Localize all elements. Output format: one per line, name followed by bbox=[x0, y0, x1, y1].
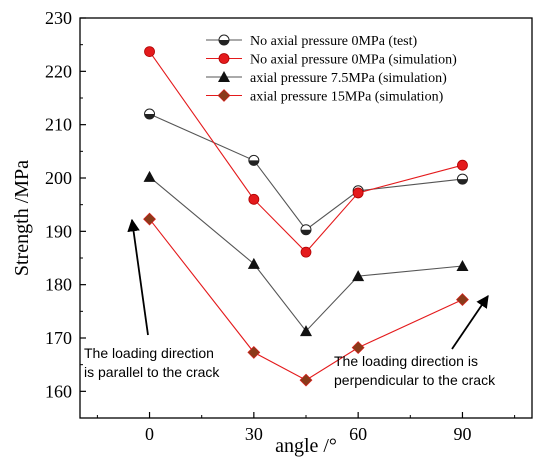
series-4-point bbox=[299, 373, 313, 387]
series-3-point bbox=[247, 257, 260, 269]
series-4 bbox=[143, 212, 469, 387]
y-tick-label: 160 bbox=[45, 381, 72, 401]
series-1-point-fill bbox=[144, 114, 155, 120]
series-4-point bbox=[247, 345, 261, 359]
y-tick-label: 210 bbox=[45, 115, 72, 135]
series-2-point bbox=[300, 246, 312, 258]
annotation-2-line: perpendicular to the crack bbox=[334, 372, 496, 388]
legend-marker bbox=[218, 34, 230, 46]
y-axis-title: Strength /MPa bbox=[11, 160, 33, 276]
series-4-point bbox=[351, 341, 365, 355]
y-tick-label: 170 bbox=[45, 328, 72, 348]
x-tick-label: 90 bbox=[453, 424, 471, 444]
legend-item-4: axial pressure 15MPa (simulation) bbox=[206, 89, 444, 105]
series-2-point bbox=[352, 187, 364, 199]
series-2 bbox=[144, 46, 468, 258]
series-1-point bbox=[300, 224, 312, 236]
legend-item-2: No axial pressure 0MPa (simulation) bbox=[206, 53, 457, 68]
annotation-2-line: The loading direction is bbox=[334, 353, 478, 369]
legend-label: No axial pressure 0MPa (simulation) bbox=[250, 53, 457, 68]
annotation-1-line: is parallel to the crack bbox=[84, 364, 220, 380]
series-1-point-fill bbox=[457, 179, 468, 185]
legend-marker bbox=[217, 89, 231, 102]
legend-marker bbox=[218, 71, 230, 82]
legend-label: axial pressure 7.5MPa (simulation) bbox=[250, 71, 447, 86]
annotation-arrow-2 bbox=[451, 294, 489, 350]
series-3-point bbox=[352, 270, 365, 282]
series-1 bbox=[144, 108, 468, 236]
axes: 160 170 180 190 200 210 220 230 0 30 60 90 angle /° S… bbox=[11, 8, 533, 457]
legend-item-1: No axial pressure 0MPa (test) bbox=[206, 34, 418, 49]
y-tick-label: 180 bbox=[45, 275, 72, 295]
y-tick-label: 230 bbox=[45, 8, 72, 28]
x-tick-label: 60 bbox=[349, 424, 367, 444]
series-1-point bbox=[456, 173, 468, 185]
x-tick-label: 0 bbox=[145, 424, 154, 444]
annotation-arrow-1 bbox=[127, 218, 149, 336]
annotation-parallel: The loading direction is parallel to the … bbox=[84, 218, 220, 380]
y-tick-label: 200 bbox=[45, 168, 72, 188]
series-3 bbox=[143, 170, 469, 337]
series-3-point bbox=[456, 260, 469, 271]
series-3-point bbox=[143, 170, 156, 182]
series-group bbox=[143, 46, 469, 387]
legend: No axial pressure 0MPa (test) No axial pr… bbox=[206, 34, 457, 105]
series-4-point bbox=[143, 212, 156, 226]
legend-item-3: axial pressure 7.5MPa (simulation) bbox=[206, 71, 447, 86]
series-1-point-fill bbox=[248, 160, 259, 166]
y-tick-label: 220 bbox=[45, 61, 72, 81]
series-2-point bbox=[457, 159, 468, 171]
annotation-1-line: The loading direction bbox=[84, 345, 214, 361]
series-1-line bbox=[149, 113, 463, 231]
series-2-point bbox=[248, 193, 260, 205]
series-4-point bbox=[456, 293, 469, 307]
series-2-point bbox=[144, 46, 155, 57]
legend-label: No axial pressure 0MPa (test) bbox=[250, 34, 418, 49]
legend-label: axial pressure 15MPa (simulation) bbox=[250, 90, 444, 105]
series-3-point bbox=[300, 325, 312, 337]
y-tick-label: 190 bbox=[45, 221, 72, 241]
series-1-point bbox=[248, 154, 260, 166]
legend-marker-fill bbox=[219, 40, 229, 45]
series-1-point bbox=[144, 108, 156, 120]
x-axis-title: angle /° bbox=[275, 435, 337, 457]
x-tick-label: 30 bbox=[245, 424, 263, 444]
annotations: The loading direction is parallel to the … bbox=[84, 218, 496, 388]
legend-marker bbox=[218, 53, 230, 64]
annotation-perpendicular: The loading direction is perpendicular to… bbox=[334, 294, 496, 388]
series-1-point-fill bbox=[301, 229, 311, 235]
